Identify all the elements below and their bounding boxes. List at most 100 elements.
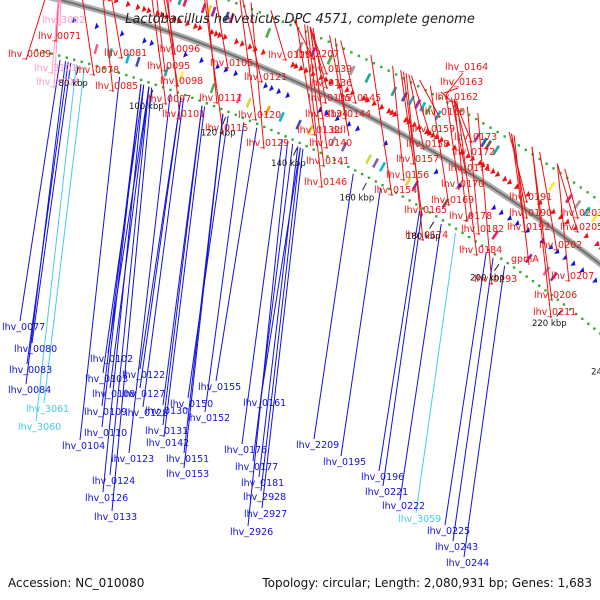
inner-dot [388, 187, 391, 191]
reverse-leader-line [247, 141, 289, 527]
inner-dot [480, 244, 484, 247]
forward-leader-line [250, 2, 265, 150]
reverse-leader-line [340, 188, 381, 457]
forward-gene-label: lhv_0071 [38, 31, 81, 42]
inner-dot [80, 60, 83, 63]
forward-gene [290, 61, 296, 68]
inner-dot [234, 113, 237, 116]
forward-category-block [390, 86, 398, 97]
reverse-leader-line [111, 87, 153, 512]
forward-gene-label: lhv_0139 [309, 64, 352, 75]
inner-dot [587, 322, 590, 325]
outer-dot [417, 84, 420, 88]
inner-dot [147, 81, 150, 84]
forward-gene [328, 78, 334, 86]
forward-gene-label: lhv_3101 [34, 63, 77, 74]
outer-dot [387, 69, 390, 72]
reverse-gene [547, 243, 554, 250]
reverse-leader-line [31, 62, 72, 344]
forward-leader-line [156, 0, 166, 73]
inner-dot [139, 78, 143, 82]
reverse-leader-line [415, 232, 456, 514]
reverse-gene [142, 37, 147, 44]
reverse-gene-label: lhv_2928 [243, 492, 286, 503]
forward-gene-label: lhv_0178 [449, 211, 492, 222]
forward-gene-label: lhv_0173 [454, 132, 497, 143]
forward-gene-label: lhv_0171 [448, 163, 491, 174]
scale-tick-label: 220 kbp [532, 319, 567, 329]
forward-gene-label: lhv_0163 [440, 77, 483, 88]
forward-gene-label: ddl [331, 125, 346, 136]
reverse-gene-label: lhv_0080 [14, 344, 57, 355]
reverse-gene-label: lhv_0130 [145, 406, 188, 417]
forward-leader-line [513, 135, 530, 266]
forward-gene-label: lhv_3004 [36, 77, 79, 88]
inner-dot [284, 135, 287, 138]
label-leader-lines [19, 0, 579, 558]
forward-gene [513, 183, 520, 190]
inner-dot [73, 58, 76, 61]
scale-tick [556, 309, 562, 317]
reverse-leader-line [444, 253, 487, 526]
reverse-gene [524, 227, 530, 233]
forward-gene [103, 0, 106, 1]
forward-gene [344, 86, 350, 93]
forward-leader-line [511, 133, 526, 234]
inner-dot [544, 289, 547, 292]
forward-leader-line [111, 0, 123, 60]
outer-dot [489, 126, 492, 129]
outer-dot [227, 0, 230, 2]
forward-gene-label: lhv_0136 [309, 78, 352, 89]
inner-dot [132, 76, 135, 79]
forward-gene [438, 136, 444, 143]
forward-leader-line [102, 0, 114, 93]
reverse-category-block [178, 71, 184, 82]
forward-gene-label: lhv_0132 [297, 125, 340, 136]
reverse-leader-line [25, 61, 66, 385]
scale-tick-label: 180 kbp [406, 232, 441, 242]
reverse-gene [183, 50, 188, 58]
outer-dot [593, 195, 596, 199]
reverse-leader-line [258, 146, 299, 478]
forward-gene [361, 94, 367, 101]
inner-dot [277, 131, 280, 135]
forward-leader-line [456, 100, 478, 257]
outer-dot [327, 40, 330, 43]
forward-gene-label: lhv_3002 [42, 15, 85, 26]
reverse-gene [71, 16, 77, 24]
outer-dot [394, 73, 398, 76]
inner-dot [428, 211, 431, 214]
reverse-category-block [278, 111, 285, 123]
forward-gene [385, 107, 392, 114]
outer-dot [572, 181, 576, 184]
reverse-gene-label: lhv_0109 [84, 407, 127, 418]
reverse-gene-label: lhv_0244 [446, 558, 489, 569]
forward-gene [451, 144, 457, 151]
reverse-category-block [329, 136, 337, 147]
inner-dot [35, 48, 38, 52]
reverse-gene-label: lhv_0225 [427, 526, 470, 537]
reverse-category-block [340, 141, 348, 152]
accession-text: Accession: NC_010080 [8, 576, 144, 590]
forward-leader-line [408, 74, 425, 151]
reverse-category-block [491, 230, 499, 240]
reverse-gene-label: lhv_0110 [84, 428, 127, 439]
reverse-gene-label: lhv_0181 [241, 478, 284, 489]
inner-dot [441, 219, 445, 222]
outer-dot [475, 117, 478, 121]
forward-category-block [492, 145, 501, 155]
forward-gene-label: lhv_0078 [76, 65, 119, 76]
reverse-leader-line [162, 105, 203, 426]
forward-gene [476, 159, 483, 166]
forward-category-block [210, 6, 217, 17]
inner-dot [125, 73, 128, 77]
forward-category-block [590, 212, 600, 223]
forward-leader-line [329, 35, 350, 137]
reverse-category-block [549, 271, 558, 282]
reverse-gene-label: lhv_0122 [122, 370, 165, 381]
inner-dot [500, 257, 503, 260]
reverse-gene-label: lhv_0195 [323, 457, 366, 468]
genome-summary-text: Topology: circular; Length: 2,080,931 bp… [261, 576, 592, 590]
reverse-leader-line [378, 210, 420, 472]
